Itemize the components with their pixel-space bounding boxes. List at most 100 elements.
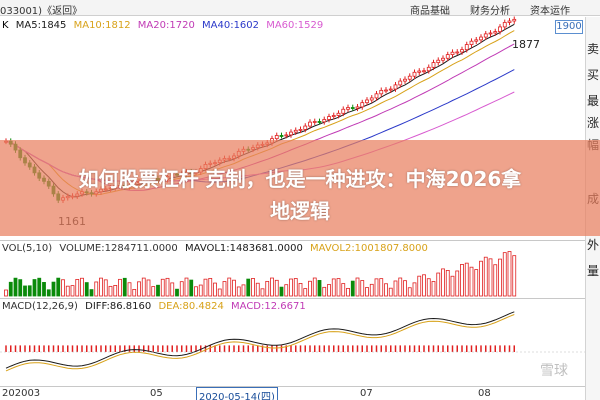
volume-bar — [369, 283, 374, 297]
volume-bar — [141, 277, 146, 297]
volume-bar — [241, 284, 246, 297]
volume-bar — [298, 283, 303, 297]
candle-body — [464, 44, 469, 51]
candle-body — [455, 51, 460, 54]
candle-body — [479, 36, 483, 41]
volume-bar — [184, 277, 189, 297]
candle-body — [379, 89, 384, 95]
date-label-jul: 07 — [360, 388, 373, 399]
volume-bar — [341, 283, 346, 297]
side-amount: 量 — [587, 264, 600, 278]
volume-bar — [165, 277, 170, 297]
candle-body — [293, 129, 298, 133]
headline-text: 如何股票杠杆 克制，也是一种进攻：中海2026拿 地逻辑 — [0, 163, 600, 227]
tab-capital[interactable]: 资本运作 — [530, 6, 570, 17]
volume-macd-divider — [0, 298, 585, 299]
volume-bar — [232, 279, 236, 297]
side-latest: 最 — [587, 94, 600, 108]
side-sell[interactable]: 卖 — [587, 42, 600, 56]
volume-bar — [365, 287, 369, 297]
candle-body — [374, 93, 379, 99]
volume-bar — [56, 277, 61, 297]
volume-bar — [374, 278, 379, 297]
candle-body — [426, 66, 431, 72]
volume-bar — [156, 284, 160, 297]
volume-bar — [284, 284, 289, 297]
high-price-label: 1877 — [512, 38, 540, 51]
volume-bar — [303, 288, 308, 297]
side-buy[interactable]: 买 — [587, 68, 600, 82]
volume-bar — [469, 266, 474, 297]
volume-bar — [384, 283, 388, 297]
volume-bar — [412, 282, 417, 297]
candle-body — [303, 125, 308, 130]
volume-bar — [422, 274, 426, 297]
volume-bar — [80, 277, 84, 297]
volume-bar — [227, 277, 232, 297]
volume-bar — [512, 255, 517, 297]
macd-title: MACD(12,26,9) — [2, 301, 78, 312]
tab-basic-info[interactable]: 商品基础 — [410, 6, 450, 17]
volume-bar — [445, 270, 450, 297]
candle-body — [403, 78, 407, 82]
candle-body — [445, 54, 450, 59]
candle-body — [284, 134, 289, 137]
candle-body — [412, 71, 417, 77]
volume-bar — [436, 272, 441, 297]
date-cursor-label[interactable]: 2020-05-14(四) — [196, 387, 278, 400]
volume-bar — [493, 264, 498, 297]
candle-body — [407, 75, 412, 80]
candle-body — [483, 33, 488, 38]
vol-mavol1: MAVOL1:1483681.0000 — [184, 243, 303, 254]
candle-body — [289, 131, 293, 136]
candle-body — [502, 22, 507, 28]
watermark-logo: 雪球 — [540, 363, 568, 379]
candle-body — [431, 62, 436, 68]
candle-body — [341, 108, 346, 114]
candle-body — [327, 116, 331, 120]
volume-bar — [251, 278, 255, 297]
tab-finance[interactable]: 财务分析 — [470, 6, 510, 17]
side-outer: 外 — [587, 238, 600, 252]
volume-bar — [103, 279, 108, 297]
volume-bar — [460, 264, 464, 297]
candle-body — [398, 80, 403, 86]
volume-bar — [407, 287, 412, 297]
volume-bar — [255, 282, 260, 297]
date-axis: 202003 05 2020-05-14(四) 07 08 — [0, 386, 585, 400]
volume-bar — [236, 286, 241, 297]
volume-bar — [274, 279, 279, 297]
macd-dea-line — [5, 314, 515, 372]
volume-bar — [393, 280, 398, 297]
volume-bar — [464, 262, 469, 297]
candle-body — [417, 70, 422, 73]
volume-bar — [51, 281, 56, 297]
ma5-value: MA5:1845 — [15, 20, 67, 31]
macd-value: MACD:12.6671 — [231, 301, 306, 312]
volume-bar — [498, 258, 502, 297]
volume-bar — [431, 281, 436, 297]
volume-bar — [289, 278, 293, 297]
volume-bar — [13, 277, 18, 297]
candle-body — [279, 135, 284, 137]
headline-line2: 地逻辑 — [270, 199, 330, 223]
volume-bar — [99, 277, 103, 297]
volume-bar — [479, 260, 483, 297]
volume-bar — [360, 280, 365, 297]
price-scale-box[interactable]: 1900 — [555, 20, 583, 34]
volume-bar — [151, 286, 156, 297]
volume-bar — [179, 281, 184, 297]
stock-code-label[interactable]: 033001)《返回》 — [0, 6, 83, 17]
volume-bar — [189, 279, 194, 297]
volume-bar — [203, 278, 208, 297]
candle-body — [336, 112, 341, 116]
volume-bar — [474, 269, 479, 297]
candle-body — [384, 89, 388, 92]
volume-bar — [379, 278, 384, 297]
candle-body — [331, 115, 336, 118]
volume-bar — [312, 277, 317, 297]
candle-body — [308, 121, 312, 127]
candle-body — [512, 18, 517, 22]
volume-bar — [8, 281, 13, 297]
